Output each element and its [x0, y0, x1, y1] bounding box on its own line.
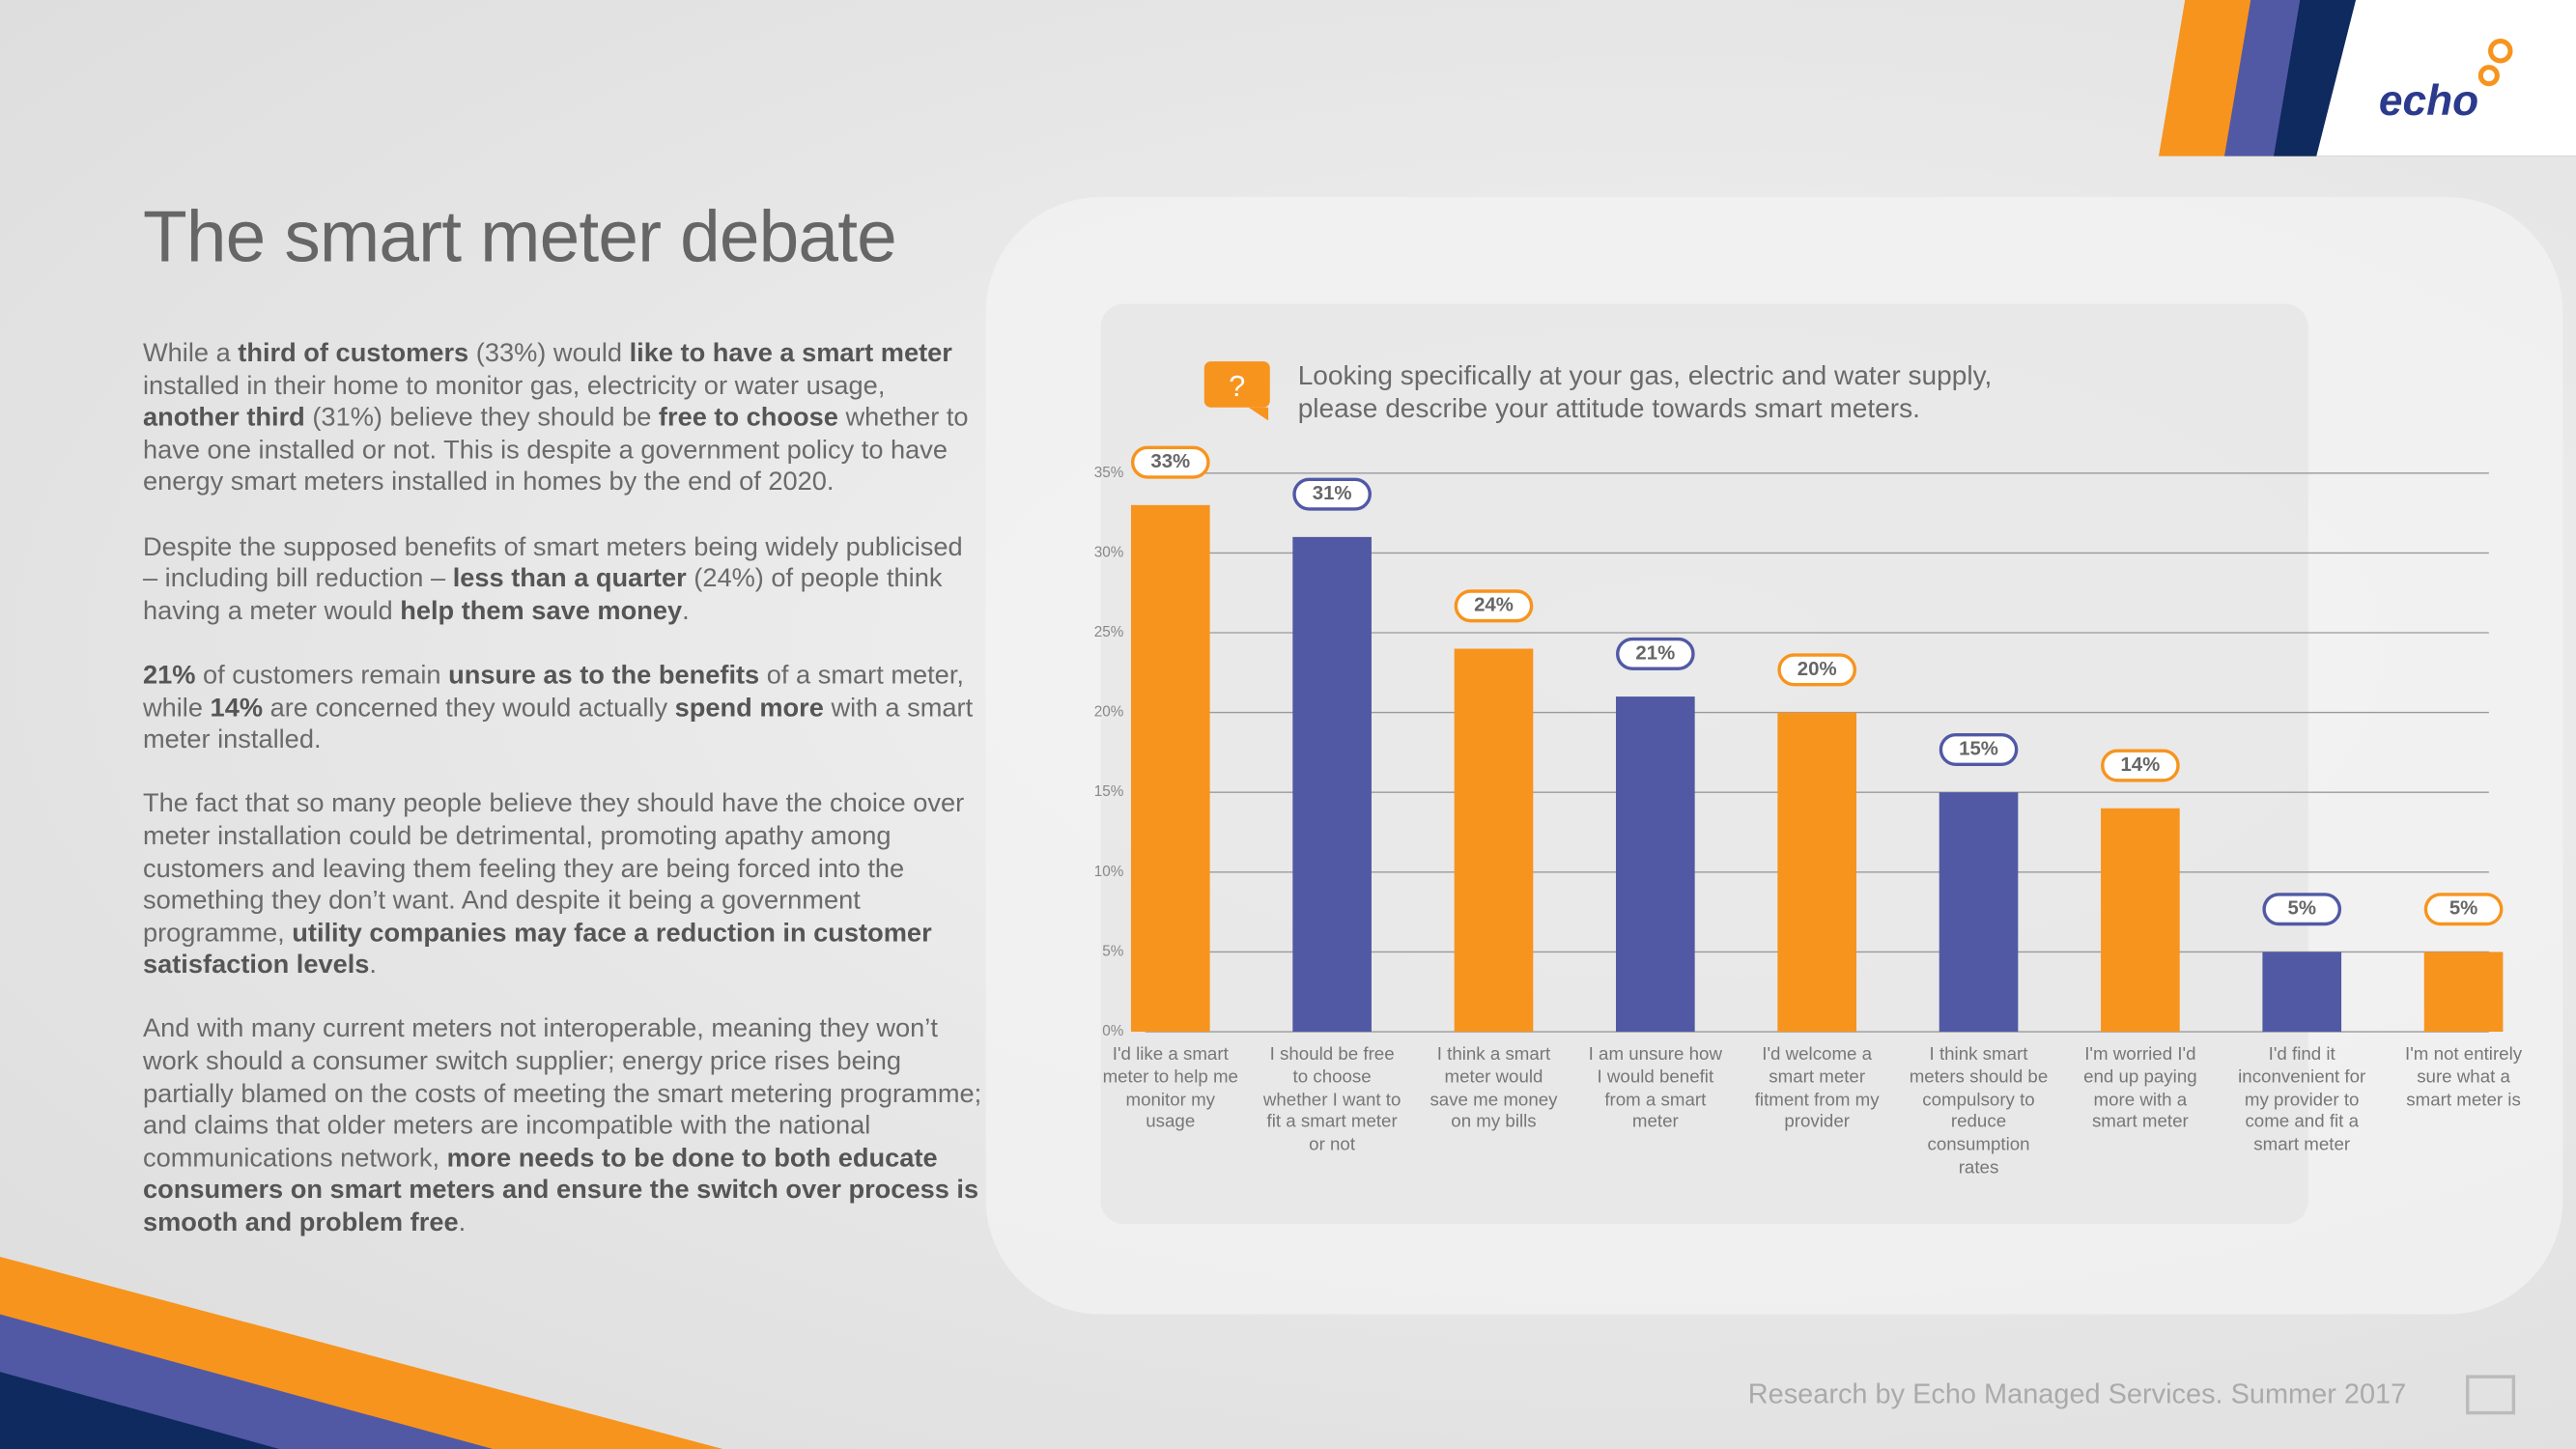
x-tick-label: I am unsure how I would benefit from a s… [1588, 1044, 1722, 1133]
value-label: 15% [1959, 738, 1998, 759]
text-run: . [682, 597, 690, 626]
value-label-box [1777, 653, 1857, 687]
bold-text: utility companies may face a reduction i… [142, 919, 932, 980]
value-label: 31% [1313, 483, 1352, 504]
value-label: 33% [1150, 451, 1190, 472]
bold-text: like to have a smart meter [629, 340, 952, 368]
paragraph: And with many current meters not interop… [143, 1014, 984, 1239]
bar [1130, 504, 1210, 1033]
bold-text: 21% [142, 662, 196, 691]
paragraph: 21% of customers remain unsure as to the… [143, 661, 984, 757]
text-run: of a smart meter, while [142, 662, 964, 723]
bold-text: less than a quarter [452, 565, 687, 594]
x-tick-label: I think a smart meter would save me mone… [1430, 1044, 1558, 1133]
paragraph: The fact that so many people believe the… [143, 789, 984, 982]
bar [1939, 792, 2019, 1033]
value-label: 5% [2287, 898, 2315, 920]
bold-text: 14% [210, 694, 264, 723]
bold-text: free to choose [658, 404, 838, 433]
value-label-box [2423, 893, 2504, 926]
value-label-box [1454, 589, 1534, 623]
footer: Research by Echo Managed Services. Summe… [1747, 1378, 2407, 1410]
x-tick-label: I'm not entirely sure what a smart meter… [2405, 1044, 2523, 1110]
bar [1777, 712, 1857, 1033]
paragraph: While a third of customers (33%) would l… [143, 338, 984, 499]
text-run: And with many current meters not interop… [142, 1015, 982, 1174]
text-run: installed in their home to monitor gas, … [142, 372, 886, 401]
question-icon [1248, 407, 1269, 421]
logo: echo [2378, 75, 2479, 126]
y-tick-label: 0% [1102, 1023, 1124, 1039]
value-label-box [2262, 893, 2342, 926]
y-tick-label: 35% [1094, 465, 1124, 481]
y-tick-label: 10% [1094, 864, 1124, 880]
x-tick-label: I'd like a smart meter to help me monito… [1102, 1044, 1238, 1133]
bold-text: third of customers [238, 340, 469, 368]
text-run: (31%) believe they should be [304, 404, 659, 433]
text-run: (24%) of people think having a meter wou… [142, 565, 943, 626]
value-label-box [1292, 477, 1372, 511]
value-label: 21% [1635, 642, 1675, 664]
value-label-box [1616, 637, 1695, 670]
value-label: 24% [1474, 595, 1514, 616]
x-tick-label: I'd welcome a smart meter fitment from m… [1754, 1044, 1880, 1133]
chart-title: Looking specifically at your gas, electr… [1297, 361, 1993, 424]
question-mark: ? [1229, 370, 1245, 403]
bar [1616, 696, 1695, 1033]
footer-icon [2466, 1375, 2516, 1415]
value-label: 5% [2449, 898, 2477, 920]
logo-dot [2477, 65, 2500, 87]
bar [2262, 952, 2342, 1033]
y-tick-label: 15% [1094, 783, 1124, 800]
y-tick-label: 5% [1102, 943, 1124, 959]
value-label: 20% [1798, 659, 1837, 680]
x-tick-label: I should be free to choose whether I wan… [1262, 1044, 1401, 1155]
slide-title: The smart meter debate [142, 197, 897, 278]
x-tick-label: I'm worried I'd end up paying more with … [2083, 1044, 2197, 1133]
question-icon [1203, 361, 1270, 408]
y-tick-label: 20% [1094, 704, 1124, 721]
text-run: whether to have one installed or not. Th… [142, 404, 969, 497]
text-run: (33%) would [468, 340, 630, 368]
text-run: While a [142, 340, 239, 368]
x-tick-label: I think smart meters should be compulsor… [1909, 1044, 2049, 1179]
value-label-box [1939, 732, 2019, 767]
y-tick-label: 30% [1094, 544, 1124, 560]
text-run: . [458, 1208, 467, 1237]
bold-text: another third [142, 404, 305, 433]
text-run: of customers remain [195, 662, 449, 691]
bar [1454, 648, 1534, 1033]
bold-text: spend more [674, 694, 824, 723]
bold-text: more needs to be done to both educate co… [142, 1145, 979, 1237]
bar [2423, 952, 2504, 1033]
logo-panel [2316, 0, 2576, 156]
text-run: . [369, 952, 378, 980]
bar [2101, 808, 2180, 1033]
text-run: are concerned they would actually [263, 694, 675, 723]
text-run: Despite the supposed benefits of smart m… [142, 532, 963, 594]
value-label-box [1130, 445, 1210, 479]
value-label: 14% [2120, 754, 2160, 776]
value-label-box [2101, 749, 2180, 782]
x-tick-label: I'd find it inconvenient for my provider… [2238, 1044, 2366, 1155]
bold-text: help them save money [400, 597, 683, 626]
y-tick-label: 25% [1094, 624, 1124, 640]
text-run: with a smart meter installed. [142, 694, 974, 754]
text-run: The fact that so many people believe the… [142, 790, 965, 948]
bar [1292, 536, 1372, 1033]
body-text: While a third of customers (33%) would l… [143, 338, 984, 1271]
paragraph: Despite the supposed benefits of smart m… [143, 531, 984, 628]
bold-text: unsure as to the benefits [448, 662, 760, 691]
logo-dot [2487, 38, 2513, 64]
